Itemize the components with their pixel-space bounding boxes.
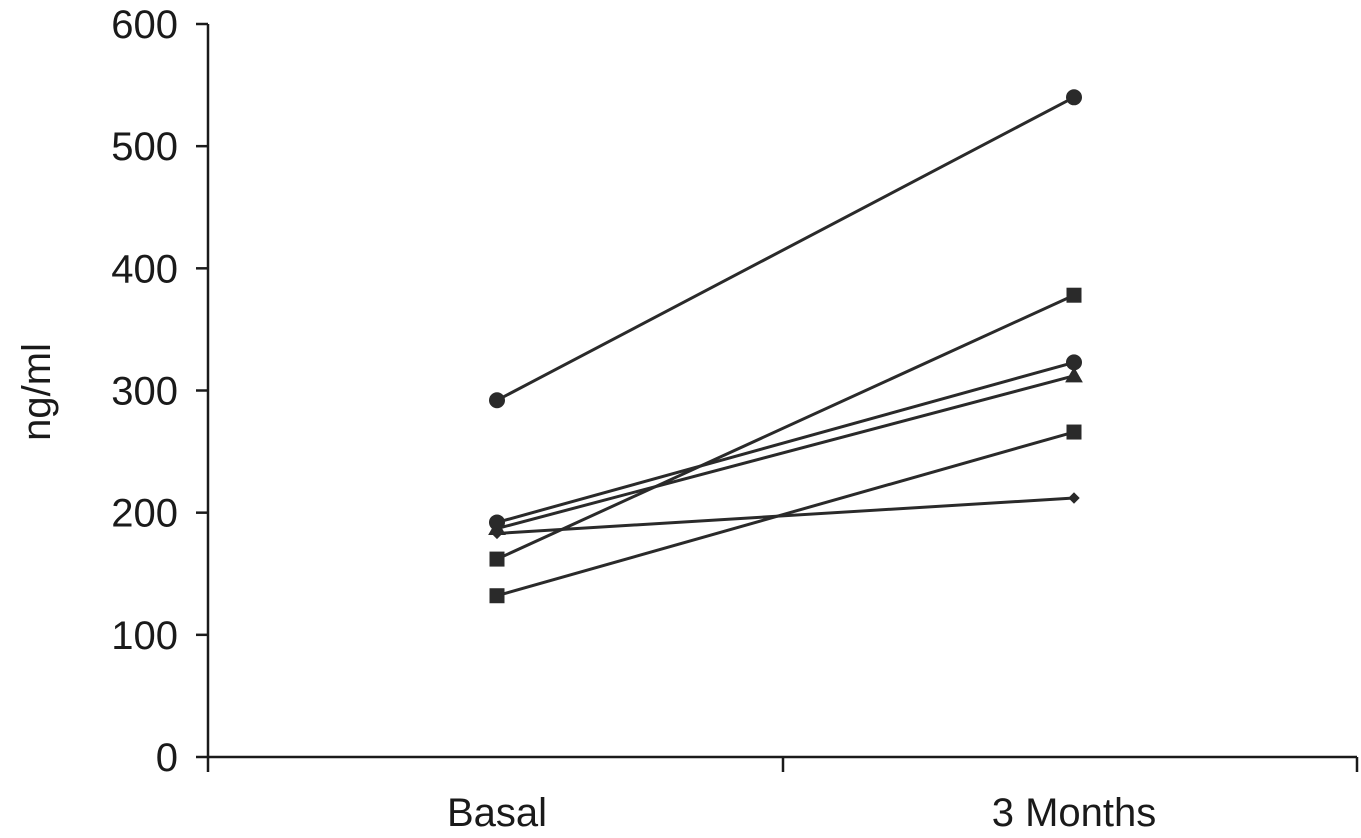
y-axis-title: ng/ml <box>15 343 59 441</box>
series-6 <box>491 492 1080 540</box>
y-tick-label: 300 <box>111 370 178 414</box>
y-ticks: 0 100 200 300 400 500 600 <box>111 3 208 780</box>
data-point <box>1066 287 1082 303</box>
y-tick-label: 100 <box>111 614 178 658</box>
series-line <box>496 374 1075 530</box>
series-5 <box>489 424 1082 604</box>
y-tick-label: 600 <box>111 3 178 47</box>
data-point <box>1065 366 1083 383</box>
series-group <box>488 89 1083 604</box>
data-point <box>489 392 505 409</box>
series-line <box>496 293 1075 561</box>
series-1 <box>489 89 1082 409</box>
series-2 <box>489 287 1082 567</box>
series-line <box>496 95 1075 402</box>
x-category-label: Basal <box>447 791 547 835</box>
data-point <box>489 551 505 567</box>
series-line <box>496 430 1075 598</box>
y-tick-label: 200 <box>111 492 178 536</box>
x-ticks: Basal 3 Months <box>206 757 1359 835</box>
data-point <box>1066 89 1082 106</box>
series-line <box>496 496 1075 535</box>
y-tick-label: 500 <box>111 125 178 169</box>
series-line <box>496 360 1075 524</box>
y-tick-label: 400 <box>111 247 178 291</box>
plot-area: 0 100 200 300 400 500 600 Basal 3 Months <box>111 3 1359 835</box>
x-category-label: 3 Months <box>992 791 1157 835</box>
data-point <box>1066 424 1082 440</box>
y-tick-label: 0 <box>156 736 178 780</box>
data-point <box>489 588 505 604</box>
data-point <box>491 527 503 540</box>
series-4 <box>488 366 1083 536</box>
data-point <box>1068 492 1080 504</box>
